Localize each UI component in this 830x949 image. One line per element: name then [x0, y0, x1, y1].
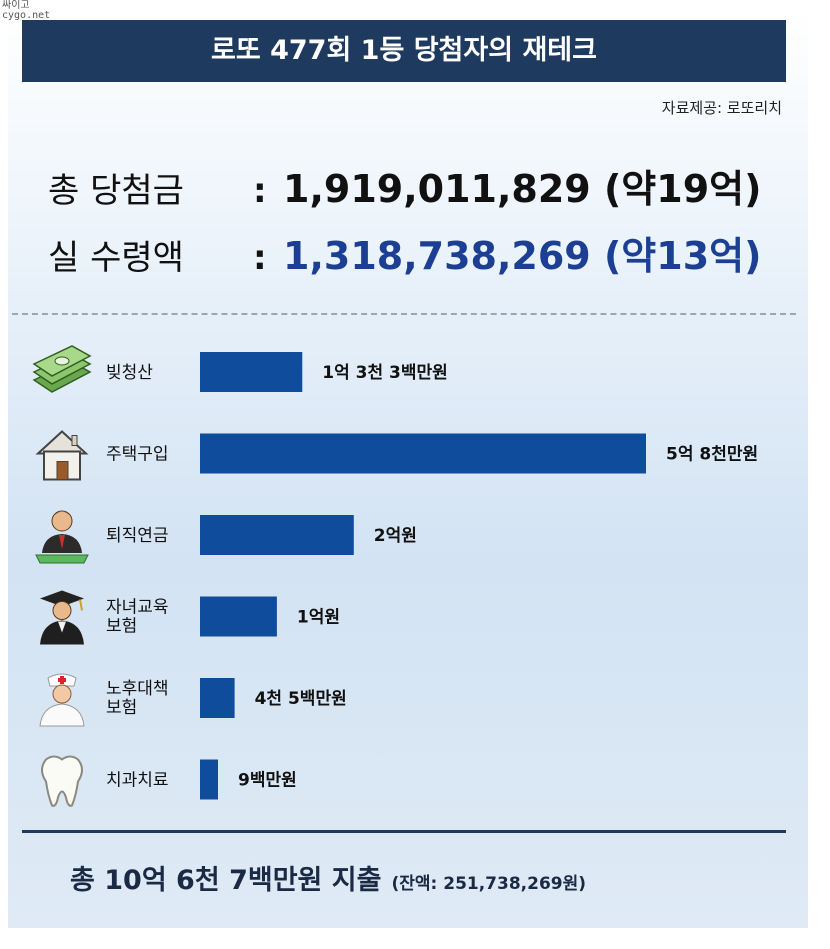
- house-icon-part-2: [56, 461, 69, 480]
- net-amount-label: 실 수령액: [48, 238, 184, 278]
- businessman-icon-part-0: [51, 510, 73, 532]
- category-label: 자녀교육: [106, 598, 169, 618]
- total-prize-label: 총 당첨금: [48, 171, 184, 211]
- bar-value-label: 5억 8천만원: [666, 445, 758, 465]
- nurse-icon-part-4: [39, 703, 85, 727]
- nurse-icon: [39, 673, 85, 727]
- house-icon: [35, 430, 89, 481]
- footer-remainder: (잔액: 251,738,269원): [391, 874, 587, 894]
- watermark-line-1: 싸이고: [2, 0, 30, 11]
- net-amount-row: 실 수령액:1,318,738,269 (약13억): [48, 225, 761, 280]
- bar-value-label: 9백만원: [238, 771, 297, 791]
- total-prize-colon: :: [253, 171, 267, 211]
- nurse-icon-part-3: [52, 684, 72, 704]
- category-label: 치과치료: [106, 771, 169, 791]
- category-label: 보험: [106, 617, 137, 637]
- category-label: 노후대책: [106, 679, 169, 699]
- graduate-icon-part-2: [52, 601, 72, 620]
- graduate-icon-part-4: [58, 621, 66, 633]
- source-credit: 자료제공: 로또리치: [661, 99, 782, 117]
- bar: [200, 596, 277, 637]
- total-prize-row: 총 당첨금:1,919,011,829 (약19억): [48, 158, 761, 213]
- bar-value-label: 1억원: [297, 608, 340, 628]
- businessman-icon-part-1: [52, 512, 72, 517]
- businessman-icon-part-3: [59, 535, 65, 549]
- watermark: 싸이고 cygo.net: [2, 1, 50, 21]
- bar: [200, 352, 303, 392]
- footer-divider: [22, 830, 786, 833]
- tooth-icon-part-0: [41, 755, 83, 807]
- house-icon-part-0: [35, 430, 89, 455]
- businessman-icon-part-4: [35, 554, 89, 564]
- category-label: 빚청산: [106, 363, 153, 383]
- footer-summary: 총 10억 6천 7백만원 지출 (잔액: 251,738,269원): [70, 858, 586, 897]
- graduate-icon: [40, 590, 84, 645]
- money-stack-icon-part-3: [54, 356, 70, 366]
- total-prize-value: 1,919,011,829 (약19억): [283, 167, 762, 211]
- category-label: 주택구입: [106, 445, 169, 465]
- house-icon-part-3: [71, 435, 78, 446]
- footer-total-spent: 총 10억 6천 7백만원 지출: [70, 865, 382, 896]
- watermark-line-2: cygo.net: [2, 10, 51, 21]
- bar: [200, 433, 646, 474]
- bar-value-label: 2억원: [374, 526, 417, 546]
- dashed-divider: [12, 313, 796, 315]
- bar-value-label: 1억 3천 3백만원: [322, 363, 448, 383]
- nurse-icon-part-2: [58, 678, 66, 682]
- net-amount-value: 1,318,738,269 (약13억): [283, 234, 762, 278]
- net-amount-colon: :: [253, 238, 267, 278]
- bar: [200, 515, 354, 555]
- graduate-icon-part-1: [79, 599, 83, 611]
- bar-value-label: 4천 5백만원: [255, 689, 347, 709]
- title-banner: 로또 477회 1등 당첨자의 재테크: [22, 20, 786, 82]
- businessman-icon: [35, 510, 89, 564]
- category-label: 퇴직연금: [106, 526, 169, 546]
- graduate-icon-part-0: [40, 590, 84, 607]
- category-label: 보험: [106, 698, 137, 718]
- bar: [200, 759, 218, 800]
- money-stack-icon: [32, 345, 92, 393]
- bar: [200, 678, 235, 718]
- tooth-icon: [41, 755, 83, 807]
